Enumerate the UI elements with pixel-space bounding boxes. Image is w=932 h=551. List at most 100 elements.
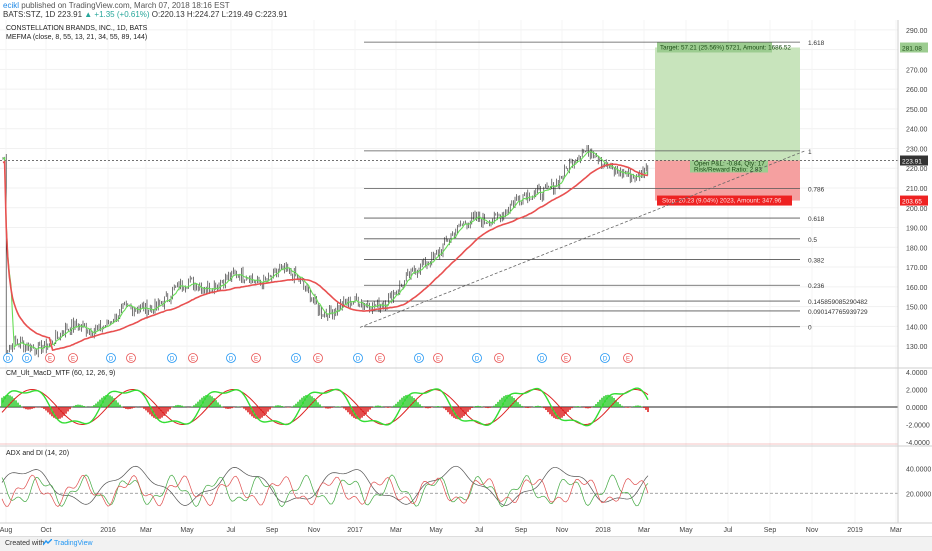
- macd-histogram-bar: [469, 407, 471, 410]
- position-tool[interactable]: Target: 57.21 (25.56%) 5721, Amount: 168…: [655, 42, 800, 205]
- macd-histogram-bar: [81, 405, 83, 407]
- macd-histogram-bar: [381, 406, 383, 407]
- x-tick-label: Mar: [390, 527, 403, 534]
- macd-histogram-bar: [275, 405, 277, 407]
- macd-histogram-bar: [269, 407, 271, 409]
- macd-histogram-bar: [549, 407, 551, 414]
- x-tick-label: Jul: [724, 527, 733, 534]
- x-tick-label: Sep: [764, 527, 777, 534]
- macd-histogram-bar: [67, 407, 69, 411]
- macd-histogram-bar: [393, 406, 395, 407]
- event-letter: D: [356, 357, 361, 363]
- macd-tick-label: -4.0000: [906, 440, 930, 447]
- macd-histogram-bar: [75, 405, 77, 407]
- macd-histogram-bar: [471, 407, 473, 408]
- price-axis-label: 203.65: [902, 199, 922, 206]
- macd-pane: [0, 388, 898, 444]
- macd-histogram-bar: [43, 407, 45, 409]
- macd-histogram-bar: [263, 407, 265, 416]
- event-letter: D: [475, 357, 480, 363]
- macd-histogram-bar: [297, 402, 299, 407]
- earnings-marker: E: [46, 354, 55, 363]
- macd-histogram-bar: [639, 406, 641, 407]
- macd-histogram-bar: [27, 407, 29, 410]
- macd-histogram-bar: [183, 406, 185, 407]
- event-letter: E: [497, 357, 501, 363]
- macd-histogram-bar: [411, 396, 413, 407]
- macd-histogram-bar: [47, 407, 49, 412]
- y-tick-label: 230.00: [906, 146, 928, 153]
- macd-histogram-bar: [427, 407, 429, 408]
- dividend-marker: D: [227, 354, 236, 363]
- x-tick-label: May: [429, 527, 443, 534]
- x-tick-label: Mar: [140, 527, 153, 534]
- earnings-marker: E: [314, 354, 323, 363]
- macd-histogram-bar: [197, 402, 199, 407]
- macd-histogram-bar: [439, 406, 441, 407]
- chart-canvas[interactable]: Target: 57.21 (25.56%) 5721, Amount: 168…: [0, 0, 932, 536]
- macd-histogram-bar: [299, 400, 301, 407]
- macd-histogram-bar: [131, 407, 133, 409]
- fib-label: 0: [808, 325, 812, 332]
- macd-histogram-bar: [145, 407, 147, 410]
- macd-histogram-bar: [83, 406, 85, 407]
- macd-tick-label: -2.0000: [906, 423, 930, 430]
- x-tick-label: Sep: [515, 527, 528, 534]
- macd-histogram-bar: [545, 407, 547, 410]
- macd-histogram-bar: [559, 407, 561, 419]
- event-letter: E: [129, 357, 133, 363]
- event-letter: E: [191, 357, 195, 363]
- x-tick-label: Jul: [227, 527, 236, 534]
- y-tick-label: 160.00: [906, 285, 928, 292]
- x-tick-label: Mar: [638, 527, 651, 534]
- macd-histogram-bar: [295, 404, 297, 407]
- macd-histogram-bar: [73, 406, 75, 407]
- macd-histogram-bar: [447, 407, 449, 412]
- y-tick-label: 260.00: [906, 87, 928, 94]
- macd-histogram-bar: [143, 407, 145, 409]
- y-tick-label: 240.00: [906, 127, 928, 134]
- macd-histogram-bar: [23, 407, 25, 408]
- dividend-marker: D: [107, 354, 116, 363]
- macd-histogram-bar: [399, 400, 401, 407]
- x-tick-label: Sep: [266, 527, 279, 534]
- macd-histogram-bar: [69, 407, 71, 409]
- macd-histogram-bar: [431, 407, 433, 408]
- event-letter: D: [417, 357, 422, 363]
- risk-reward-label: Risk/Reward Ratio: 2.83: [694, 167, 762, 174]
- macd-histogram-bar: [537, 406, 539, 407]
- macd-histogram-bar: [627, 407, 629, 408]
- fib-label: 1: [808, 149, 812, 156]
- y-tick-label: 270.00: [906, 67, 928, 74]
- earnings-marker: E: [495, 354, 504, 363]
- fib-label: 0.618: [808, 216, 825, 223]
- macd-histogram-bar: [261, 407, 263, 418]
- x-tick-label: May: [180, 527, 194, 534]
- macd-histogram-bar: [31, 407, 33, 409]
- macd-histogram-bar: [93, 405, 95, 407]
- dividend-marker: D: [354, 354, 363, 363]
- event-letter: E: [626, 357, 630, 363]
- tradingview-link[interactable]: TradingView: [54, 540, 93, 547]
- x-tick-label: Nov: [308, 527, 321, 534]
- macd-histogram-bar: [569, 407, 571, 410]
- macd-histogram-bar: [95, 404, 97, 407]
- macd-histogram-bar: [167, 407, 169, 412]
- macd-histogram-bar: [165, 407, 167, 414]
- macd-histogram-bar: [147, 407, 149, 412]
- macd-histogram-bar: [455, 407, 457, 419]
- macd-histogram-bar: [281, 406, 283, 407]
- fib-label: 0.5: [808, 237, 817, 244]
- macd-histogram-bar: [587, 407, 589, 408]
- stop-label: Stop: 20.23 (9.04%) 2023, Amount: 347.96: [662, 198, 782, 205]
- dividend-marker: D: [473, 354, 482, 363]
- earnings-marker: E: [69, 354, 78, 363]
- macd-histogram-bar: [387, 407, 389, 408]
- macd-histogram-bar: [365, 407, 367, 414]
- macd-histogram-bar: [125, 407, 127, 409]
- macd-title: CM_Ult_MacD_MTF (60, 12, 26, 9): [6, 370, 115, 377]
- macd-histogram-bar: [567, 407, 569, 412]
- event-letter: E: [71, 357, 75, 363]
- macd-histogram-bar: [635, 406, 637, 407]
